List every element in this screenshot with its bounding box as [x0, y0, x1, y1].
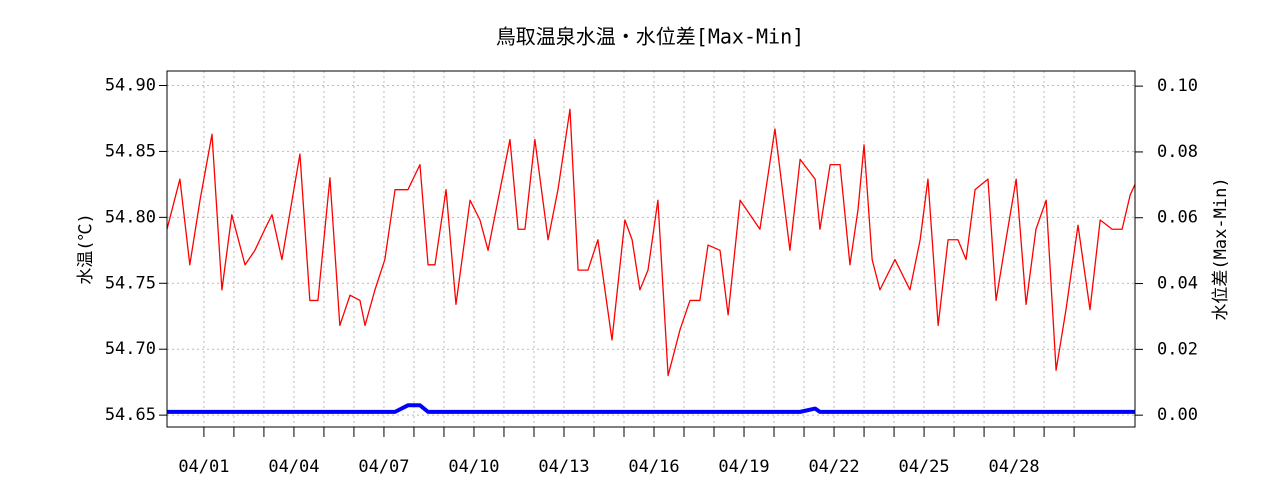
x-tick-label: 04/04	[268, 457, 319, 477]
y2-tick-label: 0.10	[1157, 76, 1198, 96]
y2-tick-label: 0.06	[1157, 208, 1198, 228]
y2-axis-label: 水位差(Max-Min)	[1211, 177, 1231, 320]
x-tick-label: 04/01	[178, 457, 229, 477]
y-tick-label: 54.85	[105, 141, 156, 161]
x-tick-label: 04/22	[808, 457, 859, 477]
y-axis-label: 水温(℃)	[76, 213, 96, 284]
plot-frame	[166, 70, 1136, 428]
line-series	[167, 403, 1135, 414]
y2-tick-label: 0.00	[1157, 405, 1198, 425]
x-tick-label: 04/28	[988, 457, 1039, 477]
x-tick-label: 04/13	[538, 457, 589, 477]
y-tick-label: 54.70	[105, 339, 156, 359]
y-tick-label: 54.65	[105, 405, 156, 425]
y-tick-label: 54.80	[105, 207, 156, 227]
chart-title: 鳥取温泉水温・水位差[Max-Min]	[496, 25, 804, 49]
x-tick-label: 04/16	[628, 457, 679, 477]
y2-tick-label: 0.08	[1157, 142, 1198, 162]
x-tick-label: 04/07	[358, 457, 409, 477]
x-tick-label: 04/19	[718, 457, 769, 477]
x-tick-label: 04/10	[448, 457, 499, 477]
y-tick-label: 54.75	[105, 273, 156, 293]
y2-tick-label: 0.02	[1157, 339, 1198, 359]
x-tick-label: 04/25	[898, 457, 949, 477]
y-tick-label: 54.90	[105, 76, 156, 96]
y2-tick-label: 0.04	[1157, 274, 1198, 294]
line-series	[166, 108, 1136, 377]
